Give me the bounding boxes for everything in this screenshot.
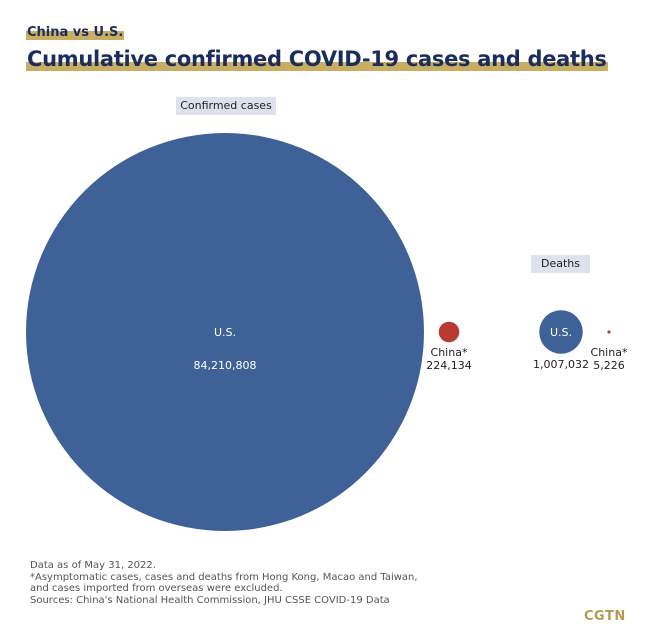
bubble-china-deaths xyxy=(607,330,611,334)
cgtn-logo: CGTN xyxy=(584,609,626,624)
group-label-deaths: Deaths xyxy=(531,255,590,273)
group-label-confirmed-cases: Confirmed cases xyxy=(176,97,276,115)
label-us-confirmed-cases: U.S. xyxy=(214,326,236,339)
footer-line-date: Data as of May 31, 2022. xyxy=(30,560,156,571)
kicker: China vs U.S. xyxy=(26,25,125,40)
value-us-deaths: 1,007,032 xyxy=(533,358,589,371)
label-china-deaths: China* xyxy=(591,346,628,359)
footer-line-note-2: and cases imported from overseas were ex… xyxy=(30,583,283,594)
bubble-china-confirmed-cases xyxy=(438,321,460,343)
bubble-us-deaths xyxy=(539,310,583,354)
chart-title: Cumulative confirmed COVID-19 cases and … xyxy=(26,45,608,73)
value-china-deaths: 5,226 xyxy=(593,359,625,372)
footer-notes: Data as of May 31, 2022. *Asymptomatic c… xyxy=(30,560,418,606)
value-china-confirmed-cases: 224,134 xyxy=(426,359,472,372)
footer-line-note-1: *Asymptomatic cases, cases and deaths fr… xyxy=(30,571,418,583)
value-us-confirmed-cases: 84,210,808 xyxy=(194,359,257,372)
label-us-deaths: U.S. xyxy=(550,326,572,339)
label-china-confirmed-cases: China* xyxy=(431,346,468,359)
bubble-us-confirmed-cases xyxy=(26,133,424,531)
chart-title-text: Cumulative confirmed COVID-19 cases and … xyxy=(26,47,608,71)
kicker-text: China vs U.S. xyxy=(26,25,125,40)
footer-line-sources: Sources: China's National Health Commiss… xyxy=(30,594,390,606)
